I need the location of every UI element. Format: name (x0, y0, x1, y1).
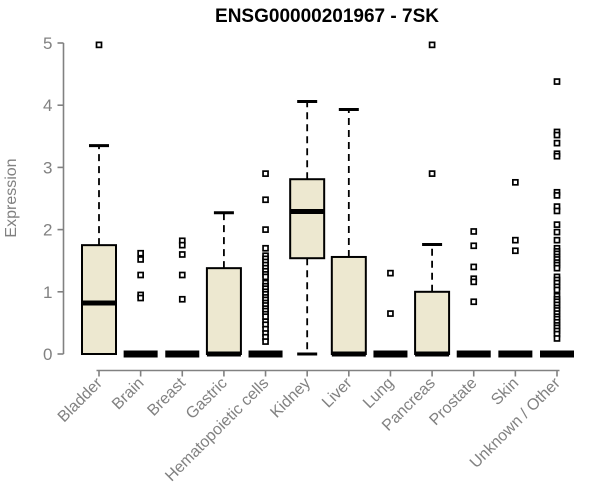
outlier-point (262, 170, 269, 177)
box (81, 244, 117, 355)
outlier-point (95, 41, 103, 49)
outlier-point (470, 278, 478, 286)
collapsed-box (123, 350, 158, 358)
outlier-point (553, 221, 561, 228)
y-axis-tick-label: 1 (43, 283, 52, 302)
collapsed-box (456, 350, 491, 358)
outlier-point (178, 271, 186, 279)
outlier-point (470, 298, 478, 306)
outlier-point (137, 271, 144, 279)
outlier-point (262, 273, 269, 281)
outlier-point (512, 247, 519, 255)
outlier-point (428, 170, 436, 177)
outlier-point (262, 338, 269, 345)
collapsed-box (498, 350, 533, 358)
y-axis-tick-label: 2 (43, 221, 52, 240)
box (289, 178, 326, 260)
y-axis-tick-label: 4 (43, 96, 52, 115)
box (414, 290, 451, 355)
outlier-point (428, 41, 436, 49)
outlier-point (262, 196, 269, 204)
x-axis-category-label: Brain (109, 375, 147, 413)
outlier-point (553, 131, 561, 139)
collapsed-box (540, 350, 574, 358)
outlier-point (553, 152, 561, 160)
chart-title: ENSG00000201967 - 7SK (215, 6, 439, 27)
collapsed-box (165, 350, 200, 358)
outlier-point (553, 335, 561, 342)
collapsed-box (248, 350, 283, 358)
outlier-point (553, 264, 561, 272)
outlier-point (262, 226, 269, 233)
outlier-point (553, 207, 561, 215)
y-axis-title: Expression (3, 158, 20, 237)
outlier-point (470, 242, 478, 250)
outlier-point (470, 263, 478, 271)
outlier-point (512, 178, 519, 186)
y-axis-tick-label: 3 (43, 158, 52, 177)
outlier-point (553, 228, 561, 236)
x-axis-category-label: Bladder (55, 374, 106, 425)
outlier-point (178, 241, 186, 249)
x-axis-category-label: Kidney (267, 375, 314, 422)
outlier-point (262, 244, 269, 252)
x-axis-category-label: Breast (144, 374, 189, 419)
outlier-point (553, 236, 561, 244)
outlier-point (553, 139, 561, 147)
outlier-point (137, 256, 144, 263)
x-axis-category-label: Skin (488, 375, 522, 409)
outlier-point (137, 249, 144, 257)
box (330, 255, 367, 355)
outlier-point (387, 269, 394, 277)
x-axis-category-label: Liver (319, 374, 356, 411)
y-axis-tick-label: 0 (43, 345, 52, 364)
x-axis-category-label: Lung (360, 375, 397, 412)
collapsed-box (373, 350, 408, 358)
y-axis-tick-label: 5 (43, 34, 52, 53)
outlier-point (512, 236, 519, 244)
outlier-point (178, 295, 186, 303)
outlier-point (470, 228, 478, 235)
box (205, 267, 242, 355)
outlier-point (178, 251, 186, 258)
outlier-point (553, 192, 561, 199)
outlier-point (387, 310, 394, 317)
outlier-point (553, 78, 561, 85)
outlier-point (137, 294, 144, 302)
outlier-point (553, 286, 561, 294)
